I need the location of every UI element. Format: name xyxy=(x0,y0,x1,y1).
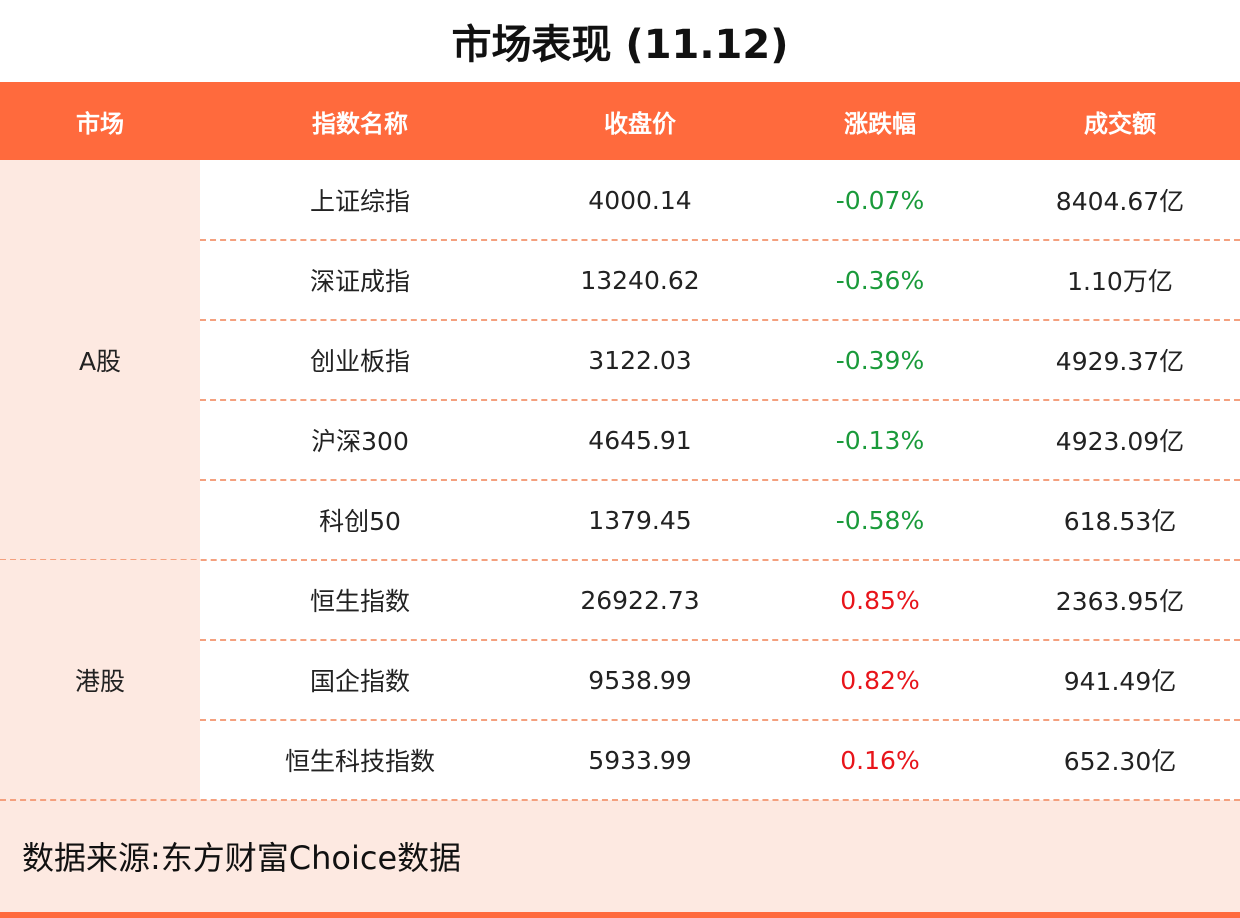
footer xyxy=(0,800,1240,912)
data-cell: 26922.73 xyxy=(580,585,700,615)
change-cell: -0.39% xyxy=(835,345,925,375)
data-cell: 1.10万亿 xyxy=(1067,267,1173,296)
data-cell: 2363.95亿 xyxy=(1055,587,1185,616)
data-cell: 恒生科技指数 xyxy=(284,747,435,776)
data-cell: 941.49亿 xyxy=(1063,667,1177,696)
data-cell: 国企指数 xyxy=(309,667,410,696)
row-divider xyxy=(200,239,1240,241)
data-cell: 1379.45 xyxy=(588,505,692,535)
column-header: 涨跌幅 xyxy=(844,109,916,138)
data-cell: 深证成指 xyxy=(309,267,410,296)
column-header: 指数名称 xyxy=(312,109,408,138)
data-cell: 13240.62 xyxy=(580,265,700,295)
data-cell: 上证综指 xyxy=(309,187,410,216)
row-divider xyxy=(200,639,1240,641)
data-cell: 4923.09亿 xyxy=(1055,427,1185,456)
bottom-bar xyxy=(0,912,1240,918)
title: 市场表现 (11.12) xyxy=(451,22,789,68)
change-cell: 0.82% xyxy=(840,665,920,695)
change-cell: -0.07% xyxy=(835,185,925,215)
data-cell: 恒生指数 xyxy=(309,587,410,616)
change-cell: -0.58% xyxy=(835,505,925,535)
data-cell: 4000.14 xyxy=(588,185,692,215)
change-cell: 0.85% xyxy=(840,585,920,615)
data-cell: 沪深300 xyxy=(311,427,409,456)
column-header: 市场 xyxy=(76,109,124,138)
data-cell: 5933.99 xyxy=(588,745,692,775)
data-cell: 618.53亿 xyxy=(1063,507,1177,536)
data-cell: 8404.67亿 xyxy=(1055,187,1185,216)
data-cell: 4929.37亿 xyxy=(1055,347,1185,376)
column-header: 收盘价 xyxy=(604,109,676,138)
data-cell: 科创50 xyxy=(319,507,401,536)
group-divider xyxy=(0,559,1240,561)
source: 数据来源:东方财富Choice数据 xyxy=(22,839,462,877)
data-cell: 4645.91 xyxy=(588,425,692,455)
group-divider xyxy=(0,799,1240,801)
row-divider xyxy=(200,719,1240,721)
row-divider xyxy=(200,319,1240,321)
data-cell: 3122.03 xyxy=(588,345,692,375)
row-divider xyxy=(200,399,1240,401)
data-cell: 创业板指 xyxy=(309,347,410,376)
change-cell: 0.16% xyxy=(840,745,920,775)
data-cell: 9538.99 xyxy=(588,665,692,695)
row-divider xyxy=(200,479,1240,481)
market-cell: 港股 xyxy=(0,560,200,800)
change-cell: -0.36% xyxy=(835,265,925,295)
change-cell: -0.13% xyxy=(835,425,925,455)
header-row xyxy=(0,82,1240,160)
column-header: 成交额 xyxy=(1084,109,1156,138)
data-cell: 652.30亿 xyxy=(1063,747,1177,776)
market-cell: A股 xyxy=(0,160,200,560)
